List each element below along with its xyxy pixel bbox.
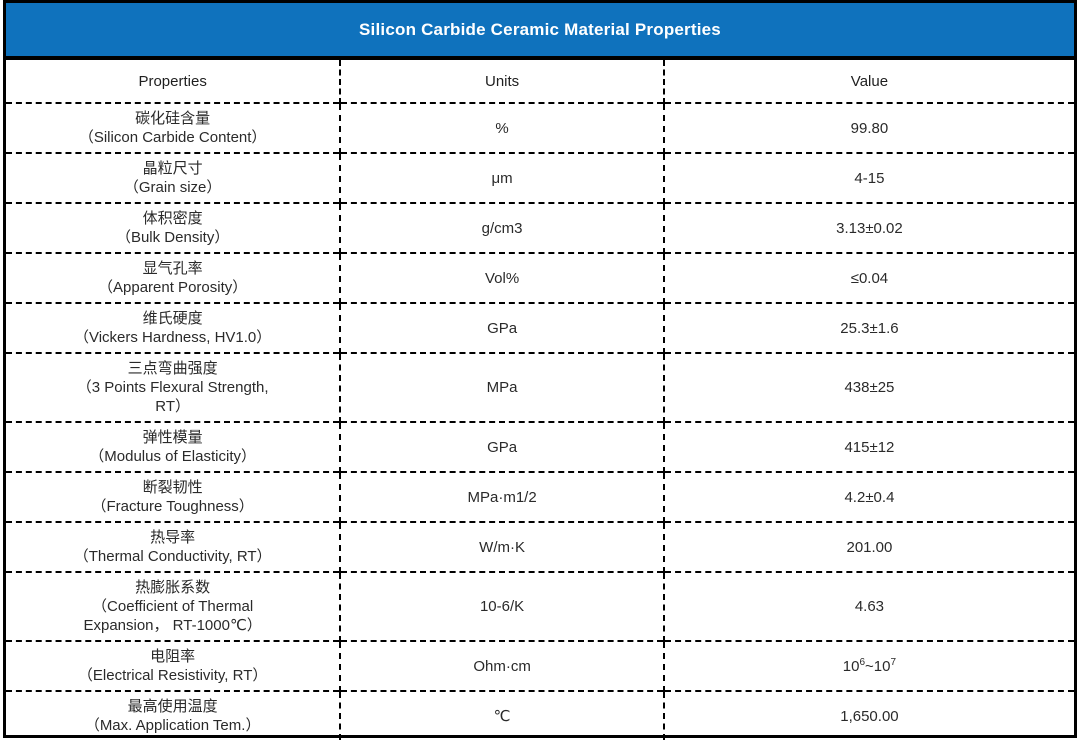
table-header-row: Properties Units Value	[6, 60, 1074, 103]
table-row: 碳化硅含量 （Silicon Carbide Content）% 99.80	[6, 102, 1074, 153]
value-cell: 3.13±0.02	[662, 202, 1074, 253]
value-cell: 99.80	[662, 102, 1074, 153]
property-cell: 三点弯曲强度 （3 Points Flexural Strength, RT）	[6, 352, 341, 422]
unit-cell: 10-6/K	[339, 571, 664, 641]
value-cell: ≤0.04	[662, 252, 1074, 303]
property-line: 维氏硬度	[142, 310, 203, 327]
table-row: 断裂韧性 （Fracture Toughness） MPa·m1/2 4.2±0.4	[6, 471, 1074, 522]
property-line: 热膨胀系数	[135, 579, 211, 596]
title-bar: Silicon Carbide Ceramic Material Propert…	[6, 3, 1074, 60]
value-cell: 1,650.00	[662, 690, 1074, 740]
property-cell: 维氏硬度 （Vickers Hardness, HV1.0）	[6, 302, 341, 353]
table-row: 体积密度 （Bulk Density） g/cm3 3.13±0.02	[6, 202, 1074, 253]
property-cell: 最高使用温度 （Max. Application Tem.）	[6, 690, 341, 740]
table-row: 热导率 （Thermal Conductivity, RT） W/m·K 201.00	[6, 521, 1074, 572]
column-header-value: Value	[662, 60, 1074, 103]
property-cell: 体积密度 （Bulk Density）	[6, 202, 341, 253]
spec-sheet: Silicon Carbide Ceramic Material Propert…	[3, 0, 1077, 740]
property-cell: 热膨胀系数 （Coefficient of Thermal Expansion， R…	[6, 571, 341, 641]
property-line: （Thermal Conductivity, RT）	[73, 548, 272, 565]
value-cell: 438±25	[662, 352, 1074, 422]
property-line: 最高使用温度	[127, 698, 218, 715]
property-line: （Coefficient of Thermal	[92, 598, 254, 615]
value-cell: 201.00	[662, 521, 1074, 572]
table-row: 热膨胀系数 （Coefficient of Thermal Expansion， R…	[6, 571, 1074, 641]
property-line: （3 Points Flexural Strength,	[76, 379, 269, 396]
value-cell: 4.63	[662, 571, 1074, 641]
property-line: （Fracture Toughness）	[91, 498, 254, 515]
table-row: 晶粒尺寸 （Grain size） μm 4-15	[6, 152, 1074, 203]
property-line: 三点弯曲强度	[127, 360, 218, 377]
property-line: （Modulus of Elasticity）	[89, 448, 256, 465]
property-line: 显气孔率	[142, 260, 203, 277]
unit-cell: GPa	[339, 421, 664, 472]
property-line: （Apparent Porosity）	[98, 279, 248, 296]
property-line: 体积密度	[142, 210, 203, 227]
property-line: Expansion， RT-1000℃）	[83, 617, 262, 634]
table-row: 最高使用温度 （Max. Application Tem.） ℃ 1,650.00	[6, 690, 1074, 740]
unit-cell: Vol%	[339, 252, 664, 303]
column-header-properties: Properties	[138, 72, 207, 90]
property-cell: 晶粒尺寸 （Grain size）	[6, 152, 341, 203]
property-line: （Bulk Density）	[115, 229, 230, 246]
table-row: 弹性模量 （Modulus of Elasticity） GPa 415±12	[6, 421, 1074, 472]
table-row: 显气孔率 （Apparent Porosity） Vol% ≤0.04	[6, 252, 1074, 303]
unit-cell: μm	[339, 152, 664, 203]
table-row: 电阻率 （Electrical Resistivity, RT） Ohm·cm 106…	[6, 640, 1074, 691]
property-cell: 显气孔率 （Apparent Porosity）	[6, 252, 341, 303]
property-cell: 碳化硅含量 （Silicon Carbide Content）	[6, 102, 341, 153]
property-line: （Silicon Carbide Content）	[78, 129, 267, 146]
property-cell: 热导率 （Thermal Conductivity, RT）	[6, 521, 341, 572]
property-line: （Grain size）	[123, 179, 222, 196]
property-line: （Vickers Hardness, HV1.0）	[73, 329, 272, 346]
property-line: 弹性模量	[142, 429, 203, 446]
property-line: 热导率	[150, 529, 196, 546]
properties-table: Properties Units Value 碳化硅含量 （Silicon Car…	[6, 60, 1074, 740]
page-title: Silicon Carbide Ceramic Material Propert…	[359, 19, 721, 39]
property-cell: 弹性模量 （Modulus of Elasticity）	[6, 421, 341, 472]
value-cell: 4.2±0.4	[662, 471, 1074, 522]
unit-cell: Ohm·cm	[339, 640, 664, 691]
property-line: 晶粒尺寸	[142, 160, 203, 177]
property-line: 电阻率	[150, 648, 196, 665]
unit-cell: %	[339, 102, 664, 153]
value-cell: 106~107	[662, 640, 1074, 691]
property-line: （Electrical Resistivity, RT）	[77, 667, 268, 684]
table-row: 三点弯曲强度 （3 Points Flexural Strength, RT） MPa…	[6, 352, 1074, 422]
unit-cell: GPa	[339, 302, 664, 353]
property-cell: 断裂韧性 （Fracture Toughness）	[6, 471, 341, 522]
value-cell: 25.3±1.6	[662, 302, 1074, 353]
column-header-units: Units	[339, 60, 664, 103]
table-row: 维氏硬度 （Vickers Hardness, HV1.0） GPa 25.3±1.6	[6, 302, 1074, 353]
unit-cell: W/m·K	[339, 521, 664, 572]
value-cell: 415±12	[662, 421, 1074, 472]
property-line: 断裂韧性	[142, 479, 203, 496]
property-cell: 电阻率 （Electrical Resistivity, RT）	[6, 640, 341, 691]
value-cell: 4-15	[662, 152, 1074, 203]
property-line: RT）	[155, 398, 190, 415]
table-body: 碳化硅含量 （Silicon Carbide Content）% 99.80 晶粒尺寸…	[6, 102, 1074, 740]
unit-cell: MPa·m1/2	[339, 471, 664, 522]
unit-cell: g/cm3	[339, 202, 664, 253]
property-line: 碳化硅含量	[135, 110, 211, 127]
unit-cell: MPa	[339, 352, 664, 422]
unit-cell: ℃	[339, 690, 664, 740]
property-line: （Max. Application Tem.）	[84, 717, 261, 734]
